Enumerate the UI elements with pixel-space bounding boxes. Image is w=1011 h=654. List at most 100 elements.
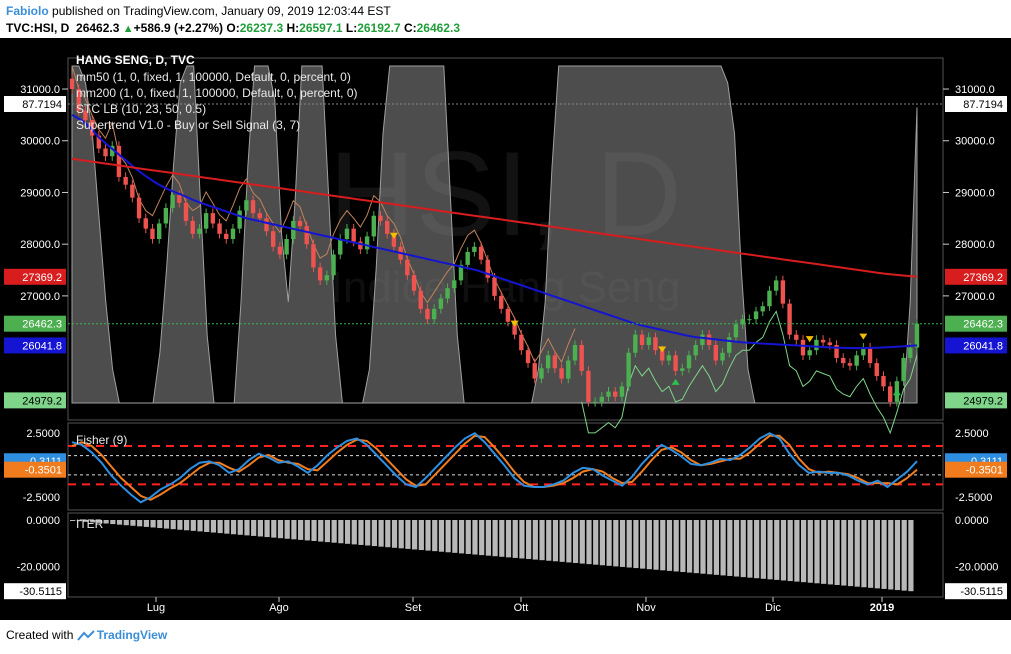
iter-bar [385, 520, 391, 548]
candle-body [69, 78, 75, 90]
iter-bar [673, 520, 679, 572]
candle-body [861, 347, 866, 356]
created-with-text: Created with [6, 628, 74, 642]
fisher-badge-trigger-left [4, 461, 66, 478]
candle-body [197, 228, 202, 234]
close-value: 26462.3 [416, 21, 460, 35]
iter-bar [224, 520, 230, 534]
candle-body [800, 339, 806, 356]
iter-bar [505, 520, 512, 558]
candle-body [693, 345, 698, 356]
candle-body [753, 311, 759, 320]
iter-bar [754, 520, 760, 579]
iter-bar [217, 520, 223, 534]
iter-bar [586, 520, 592, 565]
chart-title: HANG SENG, D, TVC [76, 53, 195, 67]
iter-bar [740, 520, 746, 578]
candle-body [156, 223, 162, 239]
iter-bar [103, 520, 109, 524]
price-pane [67, 57, 944, 421]
price-badge-text-mm50-right: 26041.8 [963, 340, 1003, 352]
fisher-badge-text-trigger-right: -0.3501 [966, 465, 1003, 477]
iter-bar [633, 520, 639, 569]
sell-signal-marker [510, 320, 519, 327]
candle-body [820, 339, 826, 343]
high-label: H: [286, 21, 300, 35]
price-badge-text-last-left: 26462.3 [22, 319, 62, 331]
candle-body [130, 184, 135, 198]
candle-body [619, 386, 625, 397]
iter-bar [157, 520, 163, 529]
candle-body [317, 267, 323, 281]
y-tick-label-left: 29000.0 [20, 187, 60, 199]
tradingview-brand[interactable]: TradingView [96, 628, 168, 642]
candle-body [747, 319, 752, 321]
iter-bar [311, 520, 317, 542]
candle-body [492, 277, 497, 296]
iter-bar [277, 520, 284, 539]
supertrend-up-line [581, 310, 918, 435]
iter-bar [800, 520, 807, 583]
candle-body [680, 368, 685, 371]
candle-body [418, 290, 423, 309]
fisher-tick-right: -2.5000 [955, 492, 992, 504]
x-tick-label: Set [405, 602, 422, 614]
price-badge-last-left [4, 315, 66, 332]
candle-body [659, 350, 665, 361]
iter-bar [593, 520, 599, 565]
candle-body [270, 231, 276, 247]
iter-bar [358, 520, 364, 545]
price-badge-text-mm200-right: 27369.2 [963, 272, 1003, 284]
iter-badge-text-right: -30.5115 [960, 586, 1003, 598]
buy-signal-marker [671, 378, 680, 385]
tradingview-logo-icon [76, 630, 95, 641]
candle-body [203, 213, 209, 229]
iter-bar [163, 520, 170, 529]
candle-body [639, 334, 645, 346]
candle-body [264, 218, 269, 232]
iter-bar [653, 520, 659, 570]
price-badge-stc_value-right [945, 96, 1007, 112]
candle-body [136, 197, 142, 219]
candle-body [284, 239, 289, 255]
iter-bar [251, 520, 257, 536]
candle-body [150, 228, 155, 239]
candle-body [512, 321, 517, 335]
iter-bar [767, 520, 773, 580]
iter-bar [90, 520, 96, 523]
iter-bar [787, 520, 793, 582]
candle-body [224, 233, 229, 239]
iter-bar [458, 520, 465, 554]
iter-bar [512, 520, 518, 558]
candle-body [713, 345, 719, 361]
fisher-tick-left: -2.5000 [23, 492, 60, 504]
author-name[interactable]: Fabiolo [6, 4, 49, 18]
candle-body [740, 319, 745, 325]
iter-bar [908, 520, 914, 592]
iter-bar [150, 520, 156, 528]
iter-bar [854, 520, 860, 587]
iter-bar [398, 520, 404, 549]
x-tick-label: Ago [269, 602, 289, 614]
candle-body [552, 355, 558, 369]
iter-bar [559, 520, 565, 562]
sell-signal-marker [389, 232, 398, 239]
iter-bar [841, 520, 847, 586]
candle-body [458, 264, 464, 281]
publish-line: Fabiolo published on TradingView.com, Ja… [6, 4, 391, 18]
candle-body [311, 244, 316, 268]
iter-bar [230, 520, 237, 535]
iter-bar [821, 520, 827, 584]
iter-bar [479, 520, 485, 556]
candle-body [478, 246, 484, 260]
iter-bar [318, 520, 324, 542]
y-tick-label-right: 27000.0 [955, 291, 995, 303]
iter-bar [291, 520, 297, 540]
iter-bar [599, 520, 606, 566]
iter-bar [264, 520, 270, 538]
candle-body [465, 251, 470, 265]
candle-body [210, 213, 216, 224]
fisher-tick-right: 2.5000 [955, 428, 989, 440]
candle-body [566, 360, 571, 379]
